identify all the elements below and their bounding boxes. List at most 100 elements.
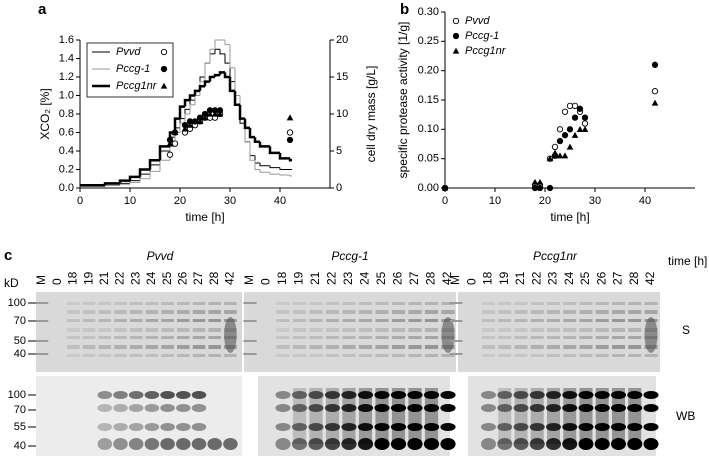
gel-band — [424, 302, 439, 305]
step-line — [149, 170, 160, 179]
wb-smear — [309, 388, 323, 444]
gel-band — [563, 328, 577, 332]
wb-band — [341, 391, 357, 399]
wb-band — [160, 438, 175, 450]
wb-band — [191, 391, 207, 399]
gel-band — [498, 328, 512, 332]
x-tick-label: 0 — [77, 195, 83, 207]
step-line — [194, 95, 200, 105]
gel-band — [628, 310, 642, 314]
gel-band — [243, 320, 257, 322]
gel-band — [358, 328, 373, 332]
gel-band — [644, 310, 658, 314]
gel-band — [358, 345, 373, 349]
wb-band — [643, 438, 659, 450]
kd-marker-label: 70 — [14, 315, 26, 327]
gel-band — [67, 336, 80, 339]
gel-band — [563, 310, 577, 314]
gel-band — [628, 354, 642, 357]
wb-band — [594, 404, 610, 412]
gel-band — [514, 319, 528, 322]
gel-band — [342, 336, 356, 339]
step-line — [128, 175, 140, 181]
step-line — [253, 137, 260, 143]
lane-label: 24 — [144, 271, 158, 285]
wb-band — [374, 423, 390, 431]
gel-s — [36, 292, 242, 372]
gel-band — [408, 354, 422, 357]
wb-band — [357, 391, 374, 399]
step-line — [259, 169, 270, 173]
lane-label: M — [448, 275, 462, 285]
step-line — [173, 117, 180, 133]
gel-band — [514, 302, 528, 305]
wb-band — [374, 404, 390, 412]
wb-smear — [514, 388, 528, 444]
marker — [581, 126, 589, 132]
lane-label: 28 — [424, 271, 438, 285]
wb-band — [176, 438, 191, 450]
step-line — [258, 141, 270, 148]
y-tick-label: 1.6 — [59, 34, 74, 46]
gel-band — [276, 354, 290, 357]
y-tick-label: 1.4 — [59, 52, 74, 64]
gel-band — [276, 310, 290, 314]
lane-label: 23 — [341, 271, 355, 285]
gel-band — [342, 345, 356, 349]
lane-label: 42 — [643, 271, 657, 285]
wb-band — [423, 391, 440, 399]
gel-band — [498, 336, 512, 339]
wb-band — [546, 391, 561, 399]
y-tick-label: 0.05 — [418, 153, 439, 165]
step-line — [149, 164, 160, 175]
wb-band — [97, 438, 113, 450]
wb-band — [611, 423, 626, 431]
gel-band — [498, 345, 512, 349]
wb-band — [497, 391, 513, 399]
wb-band — [627, 423, 643, 431]
step-line — [278, 152, 290, 160]
wb-band — [97, 404, 113, 412]
gel-band — [67, 354, 80, 357]
gel-band — [114, 336, 127, 339]
wb-band — [594, 438, 610, 450]
lane-label: M — [242, 275, 256, 285]
gel-band — [441, 310, 455, 314]
gel-band — [482, 319, 495, 322]
step-line — [178, 105, 185, 119]
legend-marker — [160, 65, 168, 73]
wb-band — [275, 438, 291, 450]
y2-tick-label: 0 — [336, 182, 342, 194]
gel-band — [276, 345, 290, 349]
gel-band — [325, 354, 340, 357]
marker — [551, 143, 559, 151]
gel-band — [612, 328, 625, 332]
wb-band — [176, 391, 191, 399]
gel-band — [628, 302, 642, 305]
kd-marker-label: 40 — [14, 348, 26, 360]
gel-band — [224, 317, 237, 353]
gel-band — [375, 328, 389, 332]
gel-band — [161, 336, 174, 339]
blot-label: S — [682, 323, 690, 337]
gel-band — [292, 319, 307, 322]
wb-band — [578, 391, 594, 399]
gel-band — [424, 328, 439, 332]
gel-band — [530, 345, 544, 349]
legend-label: Pvvd — [465, 15, 490, 27]
y-tick-label: 0.2 — [59, 163, 74, 175]
wb-band — [481, 391, 496, 399]
marker — [581, 114, 589, 121]
gel-band — [595, 302, 609, 305]
gel-band — [82, 310, 96, 314]
x-tick-label: 0 — [442, 195, 448, 207]
gel-band — [563, 345, 577, 349]
gel-band — [67, 310, 80, 314]
gel-band — [612, 319, 625, 322]
x-axis-label: time [h] — [185, 210, 224, 224]
gel-band — [514, 336, 528, 339]
wb-band — [481, 423, 496, 431]
wb-band — [562, 438, 578, 450]
wb-band — [390, 404, 407, 412]
gel-band — [98, 336, 112, 339]
